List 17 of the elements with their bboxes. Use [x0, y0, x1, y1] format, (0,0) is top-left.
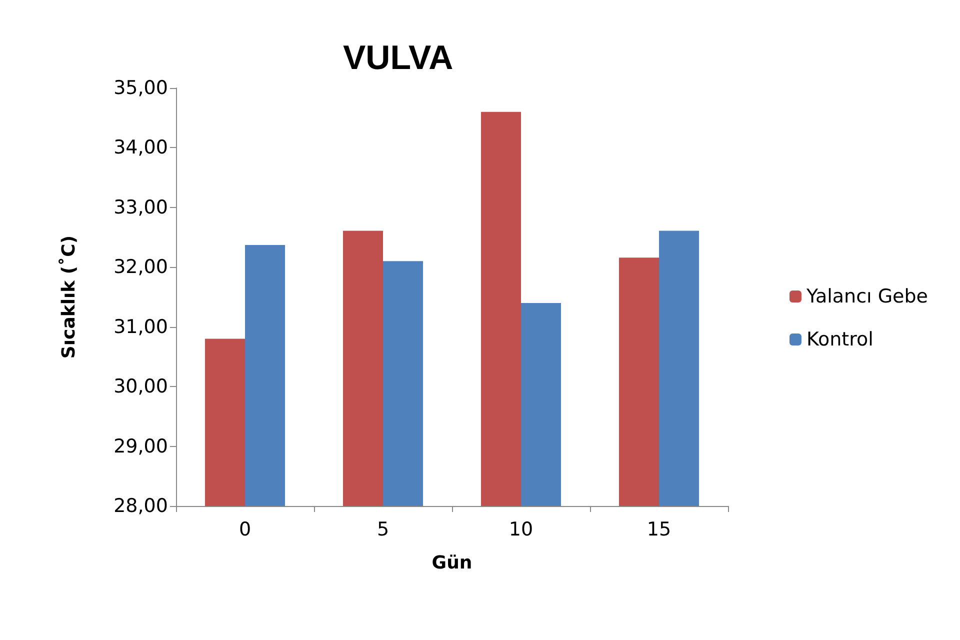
y-tick-label: 34,00	[114, 136, 168, 159]
y-tick-label: 33,00	[114, 196, 168, 218]
y-tick-label: 30,00	[114, 376, 168, 398]
chart-title: VULVA	[343, 39, 454, 77]
y-tick-label: 32,00	[114, 256, 168, 278]
y-tick-label: 35,00	[114, 77, 168, 99]
y-tick-label: 31,00	[114, 316, 168, 338]
x-tick-label: 10	[508, 518, 534, 540]
legend-label: Yalancı Gebe	[805, 286, 928, 308]
x-tick-label: 0	[238, 518, 252, 540]
x-axis-title: Gün	[432, 552, 472, 574]
legend-label: Kontrol	[806, 328, 874, 350]
y-tick-label: 28,00	[114, 495, 168, 517]
y-axis-title: Sıcaklık (˚C)	[58, 235, 80, 359]
x-tick-label: 5	[376, 518, 390, 540]
y-tick-label: 29,00	[114, 435, 168, 458]
x-tick-label: 15	[646, 518, 672, 540]
